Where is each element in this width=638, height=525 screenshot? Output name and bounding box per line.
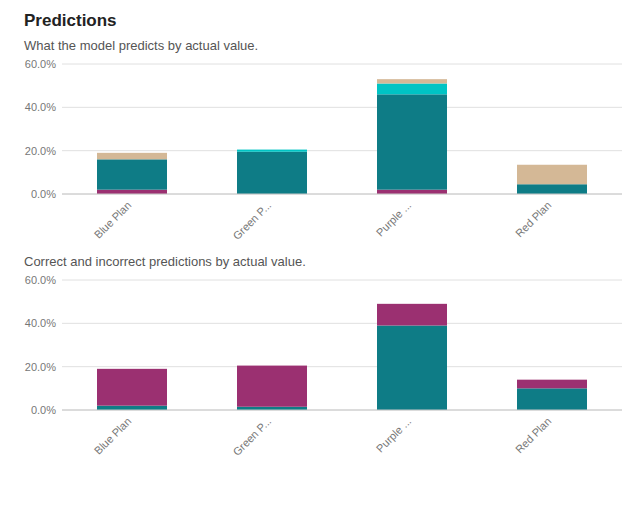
x-tick-label: Blue Plan [92,199,134,241]
title: Predictions [24,11,117,30]
x-tick-label: Red Plan [513,199,553,239]
bar-segment [517,184,587,194]
grid-line [62,323,622,324]
grid-line [62,366,622,367]
x-tick-label: Blue Plan [92,415,134,457]
grid-line [62,107,622,108]
grid-line [62,280,622,281]
x-tick-label: Green P... [230,415,273,458]
grid-line [62,64,622,65]
y-tick-label: 60.0% [25,274,56,286]
bar-segment [237,152,307,194]
subtitle: Correct and incorrect predictions by act… [24,254,306,269]
bar-segment [517,380,587,389]
grid-line [62,410,622,411]
x-axis-line [62,410,622,411]
bar-segment [237,149,307,150]
x-tick-label: Green P... [230,199,273,242]
x-tick-label: Purple ... [374,415,414,455]
bars [97,304,587,410]
bar-segment [517,388,587,410]
bar-segment [97,153,167,160]
bar-segment [377,190,447,194]
y-tick-label: 20.0% [25,145,56,157]
chart-root: Predictions What the model predicts by ac… [0,0,638,525]
y-tick-label: 40.0% [25,317,56,329]
bar-segment [377,84,447,95]
x-tick-label: Purple ... [374,199,414,239]
grid-line [62,150,622,151]
bar-segment [517,165,587,185]
bar-segment [97,369,167,406]
bars [97,79,587,194]
y-tick-label: 20.0% [25,361,56,373]
y-tick-label: 40.0% [25,101,56,113]
bar-segment [97,190,167,194]
bar-segment [377,79,447,83]
y-tick-label: 0.0% [31,188,56,200]
bar-segment [377,304,447,326]
subtitle: What the model predicts by actual value. [24,38,258,53]
bar-segment [97,406,167,410]
bar-segment [237,366,307,407]
bar-segment [97,159,167,189]
y-tick-label: 60.0% [25,58,56,70]
x-axis-line [62,194,622,195]
bar-segment [377,94,447,189]
bar-segment [237,150,307,152]
bar-segment [377,326,447,411]
y-tick-label: 0.0% [31,404,56,416]
x-tick-label: Red Plan [513,415,553,455]
grid-line [62,194,622,195]
